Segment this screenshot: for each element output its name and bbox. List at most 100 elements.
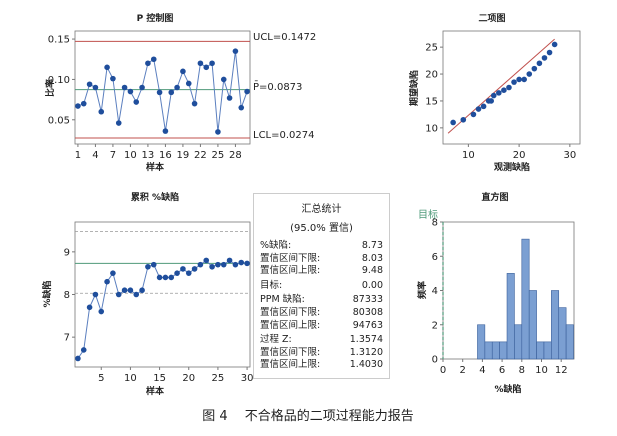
p-chart-xtick-label: 4 (92, 150, 98, 161)
binomial-ytick-label: 25 (425, 43, 438, 54)
summary-row-label: 置信区间下限: (260, 306, 321, 318)
p-chart-point (232, 48, 239, 54)
histogram-xtick-label: 4 (479, 365, 485, 376)
binomial-ytick-label: 20 (425, 70, 438, 81)
p-chart-point (168, 89, 175, 96)
p-chart-point (127, 88, 134, 95)
histogram-ytick-label: 6 (432, 252, 438, 263)
p-chart-point (203, 64, 210, 71)
histogram-title: 直方图 (481, 191, 508, 203)
p-chart-point (86, 81, 93, 88)
cumulative-point (180, 266, 186, 272)
histogram-bar (551, 290, 560, 360)
histogram-bar (558, 307, 567, 360)
summary-row: 过程 Z: 1.3574 (254, 334, 389, 347)
p-chart-point (145, 60, 151, 67)
summary-row-value: 1.3574 (349, 334, 383, 346)
cumulative-chart-frame (74, 221, 251, 368)
binomial-point (516, 76, 522, 83)
cumulative-point (110, 270, 116, 276)
p-chart-ytick-label: 0.15 (48, 35, 70, 46)
cumulative-point (244, 260, 250, 267)
p-chart-title: P 控制图 (137, 12, 174, 24)
binomial-plot: 二项图 10 20 30 10 15 20 25 期望缺陷 观测缺陷 (408, 13, 581, 173)
binomial-plot-title: 二项图 (478, 13, 505, 24)
histogram-ylabel: 频率 (416, 281, 428, 299)
binomial-point (488, 98, 495, 104)
p-chart-point (162, 128, 169, 134)
p-chart-ytick-label: 0.10 (48, 75, 70, 86)
binomial-point (501, 87, 507, 93)
cumulative-point (86, 304, 93, 311)
cumulative-point (226, 257, 233, 264)
cumulative-point (209, 263, 215, 270)
cumulative-point (121, 287, 128, 294)
cumulative-xtick-label: 10 (124, 373, 137, 384)
summary-row-value: 9.48 (361, 265, 383, 277)
summary-row-value: 94763 (352, 319, 383, 331)
histogram-xtick-label: 8 (519, 365, 525, 376)
cumulative-xtick-label: 5 (98, 373, 104, 384)
cumulative-point (197, 261, 204, 268)
binomial-point (475, 106, 482, 112)
summary-row: %缺陷: 8.73 (254, 240, 389, 253)
cumulative-point (185, 270, 192, 276)
p-chart-point (174, 84, 180, 91)
cumulative-chart: 累积 %缺陷 5 10 15 20 25 30 7 8 9 %缺陷 样本 (41, 191, 253, 397)
p-chart-ylabel: 比率 (44, 79, 56, 97)
cumulative-point (232, 261, 239, 268)
summary-row-label: 目标: (260, 279, 283, 291)
cumulative-point (191, 266, 198, 272)
p-chart-xtick-label: 22 (194, 150, 207, 161)
histogram-ytick-label: 8 (432, 218, 438, 229)
p-chart-point (226, 95, 233, 101)
cumulative-point (174, 270, 180, 276)
summary-row-value: 87333 (352, 294, 383, 306)
cumulative-xtick-label: 15 (153, 373, 166, 384)
p-chart-point (98, 108, 105, 115)
p-chart-ytick-label: 0.05 (48, 115, 70, 126)
summary-row: PPM 缺陷: 87333 (254, 294, 389, 307)
cumulative-point (162, 274, 169, 281)
histogram-bar (484, 341, 493, 360)
p-chart-point (150, 56, 157, 63)
histogram-bar (499, 341, 508, 360)
cumulative-point (145, 263, 151, 270)
histogram-bar (521, 238, 530, 360)
binomial-ytick-label: 15 (425, 96, 438, 107)
p-chart-xtick-label: 7 (110, 150, 116, 161)
summary-row-label: %缺陷: (260, 240, 292, 251)
binomial-point (490, 92, 497, 99)
summary-row-value: 80308 (352, 306, 383, 318)
p-chart-point (191, 100, 198, 107)
histogram-xtick-label: 6 (499, 365, 505, 376)
histogram-bar (536, 341, 545, 360)
cumulative-ytick-label: 7 (64, 333, 70, 344)
p-chart-point (220, 76, 227, 83)
summary-stats-box: 汇总统计 (95.0% 置信) %缺陷: 8.73 置信区间下限: 8.03 置信区间上… (253, 193, 390, 379)
summary-subtitle: (95.0% 置信) (290, 223, 353, 234)
binomial-plot-xlabel: 观测缺陷 (494, 161, 530, 173)
summary-row: 置信区间上限: 9.48 (254, 265, 389, 278)
histogram-ytick-label: 4 (432, 286, 438, 297)
p-chart-point (139, 84, 145, 91)
summary-row-label: 置信区间下限: (260, 252, 321, 264)
p-chart-point (110, 75, 116, 82)
summary-row-label: 过程 Z: (260, 334, 292, 346)
binomial-point (551, 41, 558, 48)
histogram-bar (543, 341, 552, 360)
binomial-point (511, 79, 517, 85)
p-chart-series-line (77, 51, 248, 132)
cumulative-chart-title: 累积 %缺陷 (131, 191, 179, 203)
histogram-xtick-label: 0 (440, 365, 446, 376)
histogram-xtick-label: 12 (555, 365, 568, 376)
p-chart-center-label: P̄=0.0873 (253, 80, 302, 93)
p-chart-xtick-label: 10 (124, 150, 137, 161)
binomial-plot-ylabel: 期望缺陷 (408, 70, 420, 106)
binomial-xtick-label: 20 (513, 150, 526, 161)
cumulative-chart-ylabel: %缺陷 (41, 280, 53, 307)
cumulative-point (75, 355, 81, 362)
cumulative-point (80, 347, 87, 353)
summary-row: 置信区间上限: 1.4030 (254, 359, 389, 372)
binomial-point (506, 84, 512, 91)
